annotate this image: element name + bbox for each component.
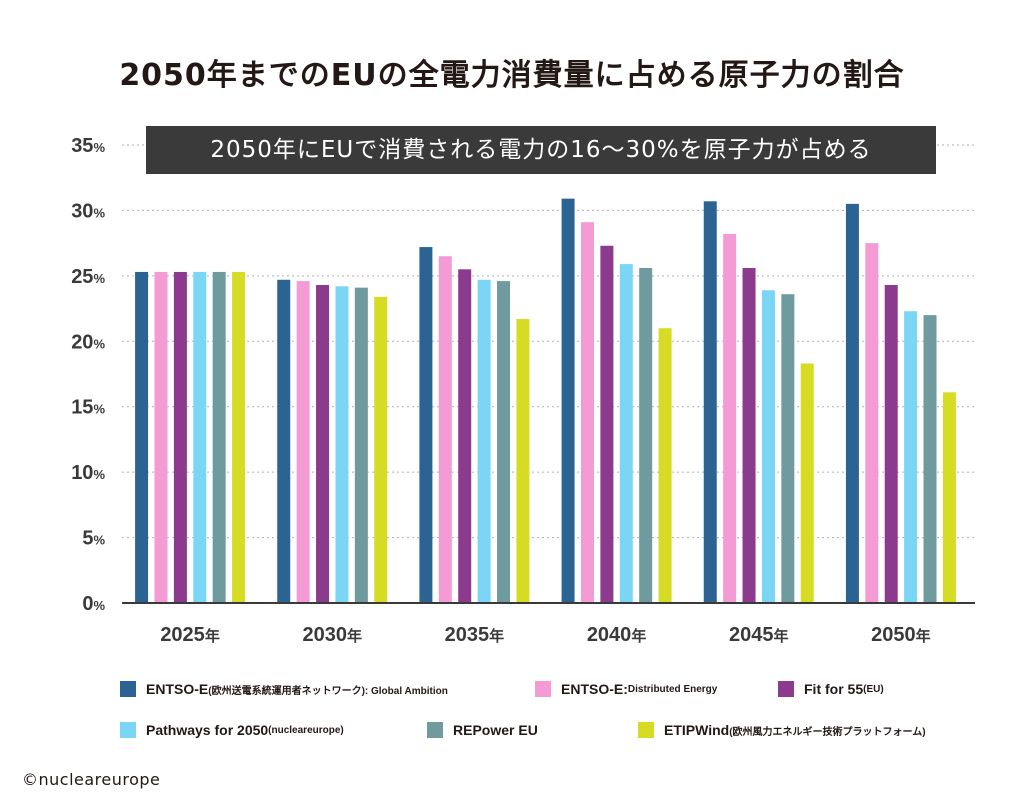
y-tick-label: 25% [71, 266, 105, 288]
y-tick-unit: % [93, 467, 105, 482]
bar [212, 271, 226, 603]
bar [865, 243, 879, 603]
bar [781, 294, 795, 603]
y-tick-value: 10 [71, 462, 93, 484]
x-tick-suffix: 年 [773, 627, 788, 645]
y-tick-value: 0 [82, 593, 93, 615]
bar [639, 268, 653, 603]
x-tick-year: 2025 [160, 624, 205, 646]
x-tick-label: 2050年 [871, 624, 931, 646]
subtitle-banner: 2050年にEUで消費される電力の16～30%を原子力が占める [146, 126, 936, 174]
y-axis-ticks: 0%5%10%15%20%25%30%35% [71, 135, 105, 615]
x-tick-year: 2050 [871, 624, 916, 646]
x-tick-year: 2040 [587, 624, 632, 646]
gridlines [122, 144, 975, 539]
y-tick-unit: % [93, 402, 105, 417]
y-tick-unit: % [93, 336, 105, 351]
y-tick-value: 5 [82, 528, 93, 550]
bar [761, 290, 775, 603]
bar [742, 268, 756, 603]
y-tick-unit: % [93, 140, 105, 155]
bar [477, 279, 491, 603]
bar [845, 203, 859, 603]
bar [800, 363, 814, 603]
y-tick-label: 20% [71, 331, 105, 353]
bar [942, 392, 956, 603]
bar [619, 264, 633, 603]
bar [277, 279, 291, 603]
bar [438, 256, 452, 603]
bars [135, 198, 956, 604]
y-tick-label: 0% [82, 593, 105, 615]
bar [703, 201, 717, 604]
bar [580, 222, 594, 603]
bar [193, 271, 207, 603]
bar [884, 285, 898, 603]
x-tick-label: 2025年 [160, 624, 220, 646]
y-tick-label: 15% [71, 397, 105, 419]
bar [723, 233, 737, 604]
y-tick-unit: % [93, 205, 105, 220]
bar [419, 247, 433, 603]
x-tick-year: 2030 [302, 624, 347, 646]
bar [173, 271, 187, 603]
bar [600, 245, 614, 603]
y-tick-value: 25 [71, 266, 93, 288]
bar [458, 269, 472, 603]
y-tick-value: 20 [71, 331, 93, 353]
bar [904, 311, 918, 603]
x-tick-label: 2035年 [445, 624, 505, 646]
y-tick-unit: % [93, 533, 105, 548]
x-tick-suffix: 年 [631, 627, 646, 645]
bar [561, 198, 575, 603]
x-tick-label: 2030年 [302, 624, 362, 646]
y-tick-label: 35% [71, 135, 105, 157]
y-tick-value: 30 [71, 200, 93, 222]
y-tick-value: 15 [71, 397, 93, 419]
y-tick-label: 10% [71, 462, 105, 484]
bar [374, 296, 388, 603]
x-tick-year: 2035 [445, 624, 490, 646]
x-tick-label: 2040年 [587, 624, 647, 646]
bar [658, 328, 672, 603]
y-tick-unit: % [93, 598, 105, 613]
bar [516, 319, 530, 603]
x-axis-ticks: 2025年 2030年 2035年 2040年 2045年 2050年 [160, 624, 930, 646]
y-tick-unit: % [93, 271, 105, 286]
bar [154, 271, 168, 603]
x-tick-suffix: 年 [916, 627, 931, 645]
y-tick-value: 35 [71, 135, 93, 157]
x-tick-year: 2045 [729, 624, 774, 646]
bar [923, 315, 937, 603]
bar [232, 271, 246, 603]
bar [296, 281, 310, 603]
x-tick-suffix: 年 [347, 627, 362, 645]
y-tick-label: 30% [71, 200, 105, 222]
x-tick-suffix: 年 [205, 627, 220, 645]
chart-title: 2050年までのEUの全電力消費量に占める原子力の割合 [119, 58, 905, 93]
x-tick-label: 2045年 [729, 624, 789, 646]
bar [335, 286, 349, 603]
bar [316, 285, 330, 603]
x-tick-suffix: 年 [489, 627, 504, 645]
bar [354, 287, 368, 603]
y-tick-label: 5% [82, 528, 105, 550]
credit: ©nucleareurope [22, 770, 161, 789]
bar [497, 281, 511, 603]
bar [135, 271, 149, 603]
